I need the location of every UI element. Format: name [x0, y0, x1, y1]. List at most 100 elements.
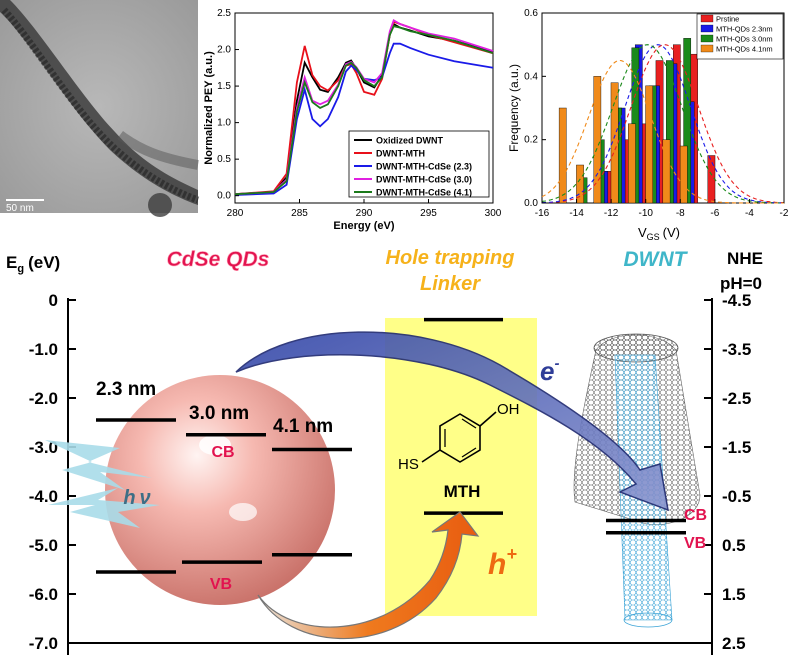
freq-fit-curve	[541, 44, 784, 204]
size-label-4-1nm: 4.1 nm	[273, 416, 333, 437]
pey-legend-box	[348, 130, 490, 198]
freq-legend-swatch	[700, 44, 714, 53]
freq-y-axis-label: Frequency (a.u.)	[507, 64, 521, 152]
mth-label: MTH	[444, 482, 481, 501]
energy-right-tick-label: -3.5	[722, 340, 751, 359]
freq-x-ticks: -16 -14 -12 -10 -8 -6 -4 -2	[535, 199, 789, 219]
hole-transfer-arrow	[257, 511, 480, 640]
cdse-qds-header: CdSe QDs	[167, 248, 270, 271]
dwnt-vb-label: VB	[684, 535, 706, 552]
pey-x-tick-label: 290	[356, 208, 373, 219]
pey-legend-label: DWNT-MTH	[376, 149, 425, 159]
freq-x-tick-label: -4	[745, 208, 754, 219]
freq-x-tick-label: -8	[676, 208, 685, 219]
frequency-bars	[558, 38, 716, 204]
lightning-bolt-lower	[48, 488, 160, 528]
dwnt-cb-label: CB	[684, 507, 707, 524]
pey-y-tick-label: 2.0	[217, 45, 231, 56]
hole-label: h+	[488, 544, 517, 581]
freq-bar	[576, 164, 584, 204]
energy-right-ticks: -4.5 -3.5 -2.5 -1.5 -0.5 0.5 1.5 2.5	[704, 291, 751, 653]
energy-right-tick-label: 1.5	[722, 585, 746, 604]
freq-fit-curve	[541, 44, 784, 204]
freq-bar	[707, 155, 716, 204]
size-label-3-0nm: 3.0 nm	[189, 403, 249, 424]
freq-x-axis-label: VGS (V)	[638, 225, 680, 242]
freq-bar	[628, 123, 636, 204]
freq-legend-label: Prstine	[716, 15, 739, 24]
mth-sh-bond	[421, 449, 441, 463]
pey-y-ticks: 0.0 0.5 1.0 1.5 2.0 2.5	[217, 8, 239, 202]
energy-level-diagram: Eg (eV) CdSe QDs Hole trapping Linker DWN…	[6, 247, 763, 655]
electron-label: e-	[540, 355, 559, 386]
linker-header-line2: Linker	[420, 273, 481, 295]
pey-y-tick-label: 0.0	[217, 191, 231, 202]
mth-sh-label: HS	[398, 456, 419, 473]
pey-chart: 280 285 290 295 300 0.0 0.5 1.0 1.5 2.0 2.5 Energ…	[203, 8, 502, 232]
energy-left-tick-label: -4.0	[29, 487, 58, 506]
energy-left-tick-label: -2.0	[29, 389, 58, 408]
tem-scale-label: 50 nm	[6, 203, 34, 214]
qd-highlight-2	[229, 503, 257, 521]
energy-left-tick-label: -3.0	[29, 438, 58, 457]
pey-legend-label: DWNT-MTH-CdSe (2.3)	[376, 162, 472, 172]
energy-right-tick-label: -0.5	[722, 487, 751, 506]
freq-x-tick-label: -10	[638, 208, 653, 219]
pey-legend: Oxidized DWNT DWNT-MTH DWNT-MTH-CdSe (2.3)…	[348, 130, 490, 198]
pey-y-tick-label: 2.5	[217, 8, 231, 19]
pey-series-line	[234, 42, 494, 196]
freq-legend-label: MTH-QDs 2.3nm	[716, 25, 773, 34]
freq-x-tick-label: -12	[604, 208, 619, 219]
pey-lines	[234, 18, 494, 196]
linker-header-line1: Hole trapping	[386, 247, 515, 269]
freq-bar	[558, 107, 567, 204]
freq-bar	[593, 76, 602, 204]
energy-levels	[96, 317, 686, 574]
freq-fit-curve	[541, 44, 785, 204]
pey-legend-label: DWNT-MTH-CdSe (4.1)	[376, 188, 472, 198]
pey-x-tick-label: 295	[420, 208, 437, 219]
pey-series-line	[234, 25, 494, 196]
pey-legend-label: DWNT-MTH-CdSe (3.0)	[376, 175, 472, 185]
energy-right-tick-label: 0.5	[722, 536, 746, 555]
mth-molecule: OH HS MTH	[398, 401, 520, 501]
ph-header: pH=0	[720, 274, 762, 293]
qd-vb-label: VB	[210, 576, 232, 593]
freq-y-tick-label: 0.0	[524, 198, 538, 209]
qd-highlight	[199, 435, 231, 455]
energy-y-axis-title: Eg (eV)	[6, 253, 60, 275]
nanotube-bundle-texture	[1, 7, 200, 204]
energy-left-tick-label: -1.0	[29, 340, 58, 359]
freq-x-tick-label: -16	[535, 208, 550, 219]
freq-x-tick-label: -2	[780, 208, 789, 219]
freq-legend-swatch	[700, 14, 714, 23]
freq-y-tick-label: 0.6	[524, 8, 538, 19]
pey-y-tick-label: 1.0	[217, 118, 231, 129]
mth-oh-bond	[479, 411, 497, 427]
freq-y-tick-label: 0.4	[524, 71, 538, 82]
freq-bar	[679, 145, 688, 204]
tem-image-panel: 50 nm	[0, 0, 200, 217]
energy-left-tick-label: -7.0	[29, 634, 58, 653]
mth-ring-double-bond-3	[461, 447, 477, 458]
freq-bar	[662, 139, 671, 204]
freq-legend-label: MTH-QDs 3.0nm	[716, 35, 773, 44]
freq-fit-curve	[541, 59, 784, 204]
nhe-header: NHE	[727, 249, 763, 268]
freq-legend-swatch	[700, 34, 714, 43]
lightning-bolt-upper	[45, 440, 152, 490]
nanotube-bundle	[0, 0, 198, 205]
energy-right-tick-label: -4.5	[722, 291, 751, 310]
electron-transfer-arrow	[235, 331, 669, 512]
pey-x-tick-label: 280	[227, 208, 244, 219]
nanotube-bundle-edge	[117, 130, 199, 170]
freq-legend-label: MTH-QDs 4.1nm	[716, 45, 773, 54]
pey-y-axis-label: Normalized PEY (a.u.)	[203, 51, 215, 165]
qd-sphere	[105, 375, 335, 605]
size-label-2-3nm: 2.3 nm	[96, 379, 156, 400]
frequency-fit-curves	[541, 44, 785, 204]
dwnt-bottom-rim	[623, 612, 673, 628]
freq-y-ticks: 0.0 0.2 0.4 0.6	[524, 8, 546, 209]
